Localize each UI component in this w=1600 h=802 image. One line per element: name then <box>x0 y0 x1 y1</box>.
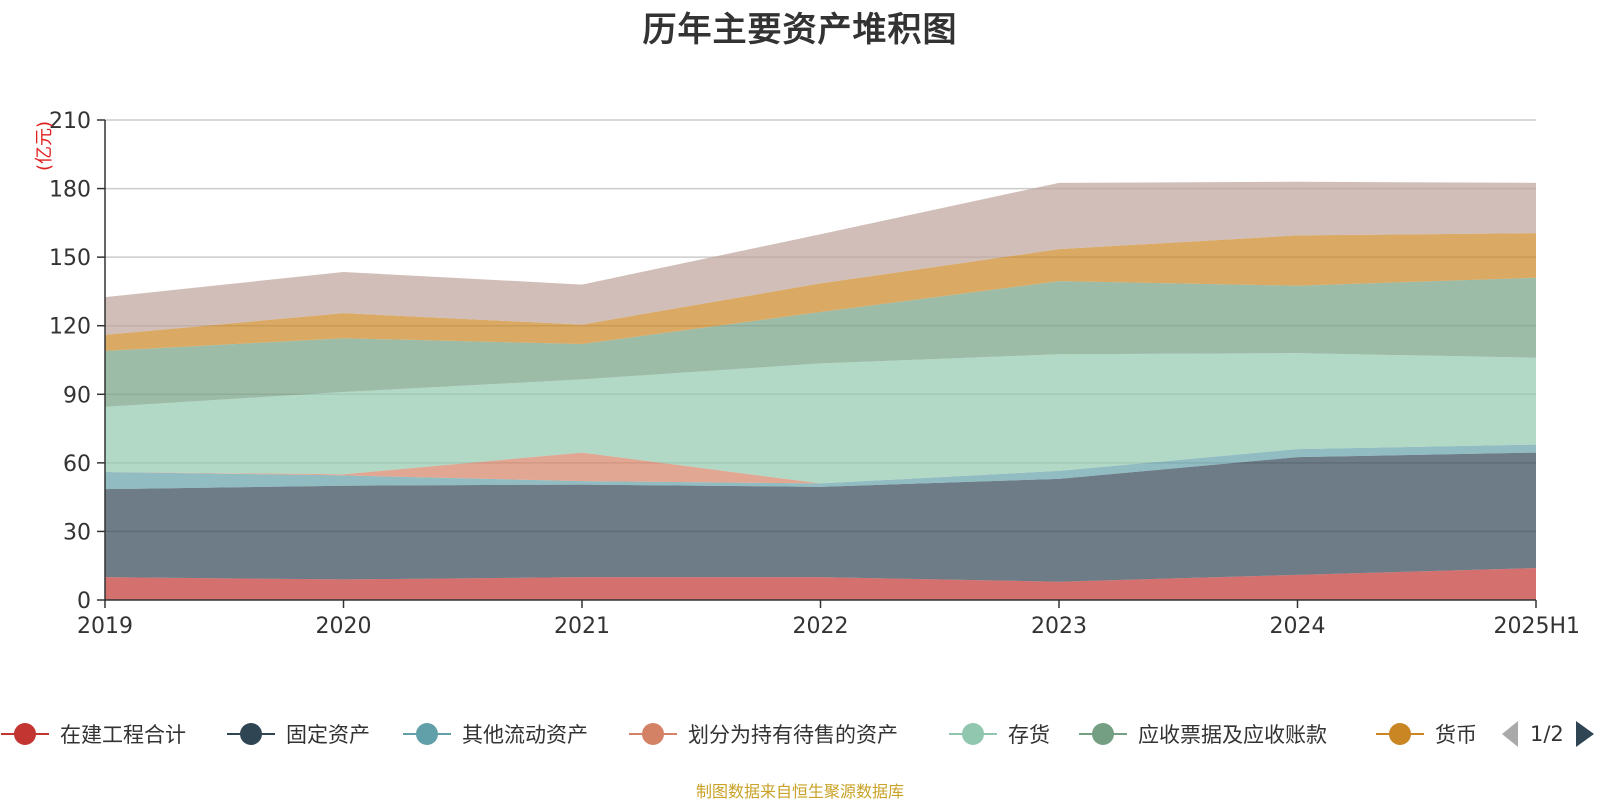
x-tick-labels: 2019 2020 2021 2022 2023 2024 2025H1 <box>77 614 1580 639</box>
legend-item[interactable]: 存货 <box>948 718 1050 750</box>
legend-label: 在建工程合计 <box>60 723 186 747</box>
legend-item[interactable]: 划分为持有待售的资产 <box>628 718 898 750</box>
legend-item[interactable]: 固定资产 <box>226 718 370 750</box>
legend-marker-icon <box>629 723 677 745</box>
legend-label: 划分为持有待售的资产 <box>688 723 898 747</box>
chart-title: 历年主要资产堆积图 <box>642 10 958 50</box>
data-source-note: 制图数据来自恒生聚源数据库 <box>695 782 904 801</box>
y-tick-label: 30 <box>63 520 91 545</box>
legend-item[interactable]: 应收票据及应收账款 <box>1078 718 1327 750</box>
y-tick-label: 150 <box>49 246 91 271</box>
area-应收票据及应收账款[interactable] <box>105 277 1536 407</box>
legend-label: 货币 <box>1435 723 1477 747</box>
x-tick-label: 2020 <box>316 614 372 639</box>
legend-marker-icon <box>1079 723 1127 745</box>
x-tick-label: 2024 <box>1270 614 1326 639</box>
area-货币[interactable] <box>105 233 1536 351</box>
legend-marker-icon <box>949 723 997 745</box>
legend-marker-icon <box>1376 723 1424 745</box>
axes <box>97 119 1537 608</box>
triangle-right-icon[interactable] <box>1574 719 1596 749</box>
y-tick-label: 180 <box>49 178 91 203</box>
y-tick-label: 90 <box>63 383 91 408</box>
legend-pager: 1/2 <box>1500 718 1596 750</box>
x-tick-label: 2023 <box>1031 614 1087 639</box>
y-tick-label: 0 <box>77 589 91 614</box>
x-tick-label: 2022 <box>793 614 849 639</box>
legend-marker-icon <box>1 723 49 745</box>
y-tick-label: 210 <box>49 109 91 134</box>
y-tick-labels: 0 30 60 90 120 150 180 210 <box>49 109 91 614</box>
triangle-left-icon[interactable] <box>1500 719 1520 749</box>
area-存货[interactable] <box>105 353 1536 484</box>
area-划分为持有待售的资产[interactable] <box>105 444 1536 484</box>
area-series-8[interactable] <box>105 181 1536 335</box>
stacked-area-chart: 0 30 60 90 120 150 180 210 2019 2020 2021 2022 2023… <box>34 109 1580 639</box>
y-tick-label: 60 <box>63 452 91 477</box>
legend-page-indicator: 1/2 <box>1530 722 1564 746</box>
legend-label: 存货 <box>1008 723 1050 747</box>
y-tick-label: 120 <box>49 315 91 340</box>
legend-marker-icon <box>403 723 451 745</box>
legend-marker-icon <box>227 723 275 745</box>
legend-label: 其他流动资产 <box>462 723 588 747</box>
area-series <box>105 181 1536 600</box>
legend-item[interactable]: 货币 <box>1375 718 1477 750</box>
area-在建工程合计[interactable] <box>105 568 1536 600</box>
x-tick-label: 2021 <box>554 614 610 639</box>
legend-item[interactable]: 其他流动资产 <box>402 718 588 750</box>
y-axis-label: (亿元) <box>34 121 55 171</box>
legend-label: 固定资产 <box>286 723 370 747</box>
legend-item[interactable]: 在建工程合计 <box>0 718 186 750</box>
area-其他流动资产[interactable] <box>105 444 1536 490</box>
legend: 在建工程合计 固定资产 其他流动资产 划分为持有待售的资产 存货 应收票据及应收账款 货币 <box>0 718 1600 750</box>
x-tick-label: 2019 <box>77 614 133 639</box>
legend-label: 应收票据及应收账款 <box>1138 723 1327 747</box>
x-tick-label: 2025H1 <box>1493 614 1580 639</box>
area-固定资产[interactable] <box>105 452 1536 582</box>
